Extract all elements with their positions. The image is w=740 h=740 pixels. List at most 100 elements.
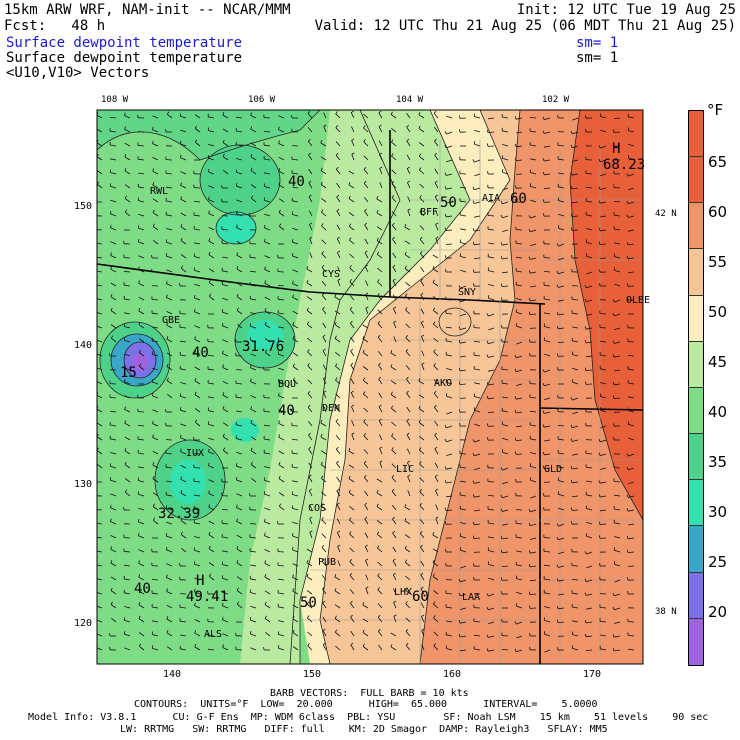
wind-barb <box>237 323 243 329</box>
wind-barb-flag <box>626 467 629 471</box>
wind-barb <box>250 619 257 623</box>
wind-barb <box>292 521 299 525</box>
wind-barb <box>222 408 229 413</box>
wind-barb <box>420 322 425 329</box>
wind-barb <box>221 229 229 231</box>
wind-barb-flag <box>487 423 489 427</box>
wind-barb-flag <box>472 535 475 539</box>
wind-barb <box>208 562 215 567</box>
station-aia: AIA <box>482 193 501 204</box>
wind-barb-flag <box>556 537 559 541</box>
wind-barb <box>335 449 341 455</box>
wind-barb-flag <box>307 404 311 408</box>
wind-barb <box>418 380 425 385</box>
wind-barb <box>208 493 215 497</box>
wind-barb-flag <box>348 181 351 185</box>
wind-barb <box>404 240 411 245</box>
wind-barb <box>180 254 187 259</box>
wind-barb <box>558 285 565 288</box>
wind-barb <box>321 477 327 483</box>
wind-barb <box>446 215 453 218</box>
wind-barb-flag <box>351 152 355 155</box>
wind-barb <box>194 394 201 399</box>
wind-barb-flag <box>180 196 183 200</box>
wind-barb-flag <box>458 620 461 624</box>
wind-barb-flag <box>194 630 197 634</box>
wind-barb <box>628 243 635 246</box>
wind-barb <box>516 311 523 315</box>
wind-barb <box>614 214 621 217</box>
wind-barb-flag <box>612 634 615 638</box>
wind-barb-flag <box>236 587 239 591</box>
dewpoint-fill <box>97 110 643 664</box>
wind-barb <box>363 197 369 203</box>
wind-barb <box>350 112 355 119</box>
wind-barb <box>264 549 271 553</box>
wind-barb-flag <box>152 503 155 507</box>
wind-barb <box>194 214 201 217</box>
wind-barb <box>434 140 439 147</box>
wind-barb <box>378 644 383 651</box>
wind-barb <box>166 186 173 189</box>
wind-barb <box>544 425 551 428</box>
wind-barb <box>264 466 271 469</box>
wind-barb <box>337 546 341 553</box>
wind-barb <box>350 364 355 371</box>
wind-barb <box>363 393 369 399</box>
wind-barb <box>460 522 467 525</box>
wind-barb-flag <box>236 601 240 605</box>
wind-barb <box>600 481 607 484</box>
wind-barb-flag <box>472 494 475 498</box>
wind-barb <box>110 185 117 189</box>
wind-barb-flag <box>585 115 587 119</box>
wind-barb <box>488 283 495 287</box>
wind-barb <box>558 257 565 261</box>
wind-barb-flag <box>320 140 323 144</box>
wind-barb-flag <box>627 155 630 159</box>
wind-barb <box>334 590 341 595</box>
wind-barb <box>432 534 439 539</box>
wind-barb-flag <box>377 614 381 618</box>
wind-barb <box>614 579 621 583</box>
wind-barb-flag <box>392 572 396 576</box>
wind-barb <box>433 645 439 651</box>
wind-barb-flag <box>335 418 339 422</box>
wind-barb <box>348 464 355 469</box>
wind-barb <box>152 212 159 217</box>
wind-barb <box>435 504 439 511</box>
wind-barb <box>335 393 341 399</box>
wind-barb <box>628 116 635 119</box>
wind-barb <box>236 213 243 217</box>
wind-barb-flag <box>585 533 588 537</box>
wind-barb-flag <box>336 502 340 506</box>
wind-barb-flag <box>419 236 423 240</box>
wind-barb-flag <box>336 488 340 492</box>
wind-barb <box>138 172 145 175</box>
wind-barb <box>237 603 243 609</box>
wind-barb <box>530 509 537 513</box>
wind-barb-flag <box>124 195 127 199</box>
wind-barb-flag <box>278 181 281 185</box>
wind-barb <box>250 298 257 301</box>
wind-barb-flag <box>472 159 475 163</box>
wind-barb-flag <box>323 390 327 393</box>
wind-barb-flag <box>376 531 380 535</box>
wind-barb-flag <box>420 278 424 282</box>
y-axis-label: 140 <box>74 340 93 351</box>
wind-barb <box>152 464 159 469</box>
wind-barb-flag <box>391 474 395 478</box>
wind-barb-flag <box>376 196 379 200</box>
wind-barb-flag <box>404 265 407 269</box>
wind-barb <box>530 551 537 554</box>
wind-barb <box>278 381 285 385</box>
wind-barb-flag <box>585 381 587 385</box>
wind-barb-flag <box>321 251 325 254</box>
wind-barb <box>351 434 355 441</box>
wind-barb <box>180 648 187 651</box>
wind-barb-flag <box>351 404 355 407</box>
wind-barb <box>306 310 313 315</box>
wind-barb <box>110 479 117 483</box>
wind-barb <box>488 577 495 581</box>
wind-barb-flag <box>458 381 461 385</box>
wind-barb-flag <box>349 559 353 562</box>
